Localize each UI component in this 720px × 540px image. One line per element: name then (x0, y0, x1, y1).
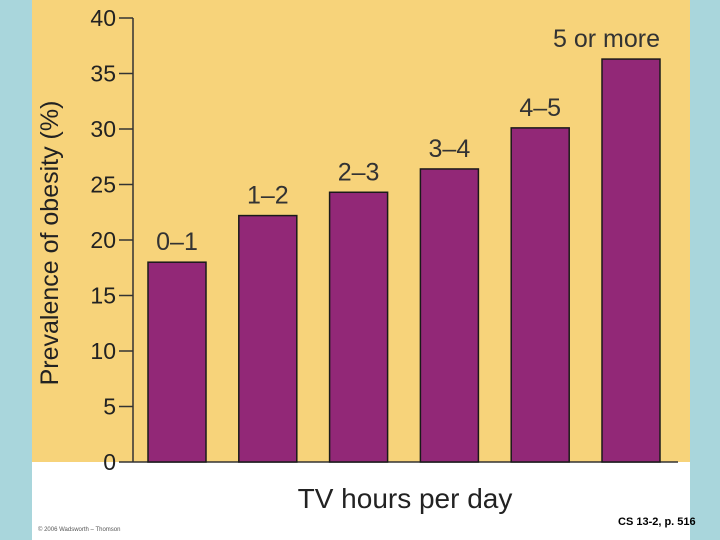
y-tick-label: 0 (103, 449, 116, 475)
bar (147, 261, 207, 463)
bar-category-label: 4–5 (519, 94, 561, 122)
y-axis-label: Prevalence of obesity (%) (36, 101, 64, 386)
bar (510, 127, 570, 463)
y-tick-label: 35 (90, 61, 116, 87)
y-tick-label: 20 (90, 227, 116, 253)
bar-category-label: 5 or more (553, 25, 660, 53)
bar-category-label: 0–1 (156, 228, 198, 256)
y-tick-label: 30 (90, 116, 116, 142)
bar-category-label: 3–4 (429, 135, 471, 163)
source-citation: CS 13-2, p. 516 (618, 516, 696, 528)
x-axis-label: TV hours per day (298, 483, 513, 514)
bar (601, 58, 661, 463)
bar-labels: 0–1 1–2 2–3 3–4 4–5 5 or more (156, 25, 660, 256)
y-tick-label: 15 (90, 283, 116, 309)
y-tick-label: 10 (90, 338, 116, 364)
bar (419, 168, 480, 463)
copyright-text: © 2006 Wadsworth – Thomson (38, 527, 121, 533)
y-tick-label: 40 (90, 5, 116, 31)
bar-category-label: 2–3 (338, 158, 380, 186)
bar (328, 191, 389, 463)
bar-category-label: 1–2 (247, 182, 289, 210)
y-tick-label: 5 (103, 394, 116, 420)
y-axis-ticks: 0 5 10 15 20 25 30 35 40 (90, 5, 133, 475)
y-tick-label: 25 (90, 172, 116, 198)
bar (238, 214, 298, 463)
bars (147, 58, 661, 463)
